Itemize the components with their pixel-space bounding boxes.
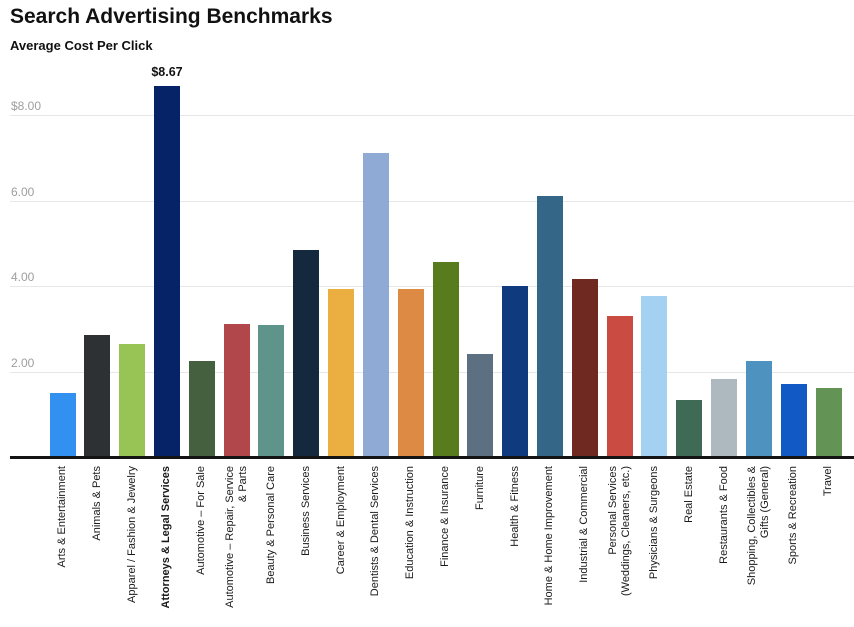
bar-value-label: $8.67 [151, 65, 183, 80]
chart-bar[interactable] [502, 286, 529, 458]
x-axis-label: Shopping, Collectibles & Gifts (General) [746, 466, 772, 621]
x-axis-label-line: & Parts [236, 466, 249, 503]
x-axis-label: Real Estate [683, 466, 696, 621]
x-axis-label: Arts & Entertainment [56, 466, 69, 621]
x-axis-label-line: Education & Instruction [404, 466, 417, 580]
chart-bar[interactable] [780, 383, 807, 458]
x-axis-label-line: Finance & Insurance [439, 466, 452, 567]
gridline [10, 114, 854, 116]
x-axis-label: Apparel / Fashion & Jewelry [126, 466, 139, 621]
chart-bar[interactable] [119, 344, 146, 458]
chart-bar[interactable] [397, 289, 424, 458]
y-axis-tick-label: $8.00 [11, 98, 42, 113]
y-axis-tick-label: 4.00 [11, 270, 35, 285]
x-axis-label-line: Arts & Entertainment [56, 466, 68, 568]
x-axis-label-line: Travel [822, 466, 835, 497]
x-axis-label-line: Personal Services [606, 466, 619, 555]
x-axis-label: Attorneys & Legal Services [160, 466, 173, 621]
x-axis-label-line: Furniture [473, 466, 486, 511]
x-axis-label: Dentists & Dental Services [369, 466, 382, 621]
x-axis-label: Home & Home Improvement [543, 466, 556, 621]
chart-bar[interactable] [362, 152, 389, 458]
x-axis-label: Business Services [300, 466, 313, 621]
x-axis-label: Animals & Pets [91, 466, 104, 621]
x-axis-label-line: Business Services [299, 466, 312, 556]
chart-bar[interactable] [84, 334, 111, 458]
x-axis-label-line: Gifts (General) [758, 466, 771, 539]
x-axis-label: Health & Fitness [509, 466, 522, 621]
x-axis-label-line: (Weddings, Cleaners, etc.) [619, 466, 632, 597]
chart-bar[interactable] [153, 86, 180, 458]
chart-bar[interactable] [606, 316, 633, 458]
chart-bar[interactable] [641, 295, 668, 458]
x-axis-label-line: Career & Employment [334, 466, 347, 575]
x-axis-label-line: Industrial & Commercial [578, 466, 591, 583]
x-axis-label: Education & Instruction [404, 466, 417, 621]
chart-bar[interactable] [258, 325, 285, 458]
chart-bar[interactable] [223, 324, 250, 458]
x-axis-label: Beauty & Personal Care [265, 466, 278, 621]
x-axis-label-line: Dentists & Dental Services [369, 466, 382, 597]
x-axis-label-line: Restaurants & Food [717, 466, 730, 564]
x-axis-label: Automotive – For Sale [195, 466, 208, 621]
y-axis-tick-label: 6.00 [11, 184, 35, 199]
chart-bar[interactable] [745, 360, 772, 458]
x-axis-label: Finance & Insurance [439, 466, 452, 621]
x-axis-label-line: Health & Fitness [508, 466, 521, 547]
chart-bar[interactable] [188, 361, 215, 458]
x-axis-label: Restaurants & Food [718, 466, 731, 621]
chart-bar[interactable] [328, 288, 355, 458]
x-axis-label: Automotive – Repair, Service & Parts [224, 466, 250, 621]
y-axis-tick-label: 2.00 [11, 356, 35, 371]
chart-subtitle: Average Cost Per Click [10, 38, 153, 53]
gridline [10, 286, 854, 288]
x-axis-label-line: Attorneys & Legal Services [160, 466, 173, 609]
x-axis-label: Personal Services (Weddings, Cleaners, et… [607, 466, 633, 621]
chart-title: Search Advertising Benchmarks [10, 5, 333, 28]
chart-bar[interactable] [293, 249, 320, 458]
x-axis-label: Furniture [474, 466, 487, 621]
x-axis-label-line: Apparel / Fashion & Jewelry [125, 466, 138, 603]
x-axis-label-line: Shopping, Collectibles & [745, 466, 758, 586]
x-axis-label: Travel [822, 466, 835, 621]
x-axis-label: Sports & Recreation [787, 466, 800, 621]
x-axis-label: Physicians & Surgeons [648, 466, 661, 621]
x-axis-label-line: Real Estate [682, 466, 695, 523]
x-axis-label-line: Animals & Pets [90, 466, 103, 541]
chart-bar[interactable] [571, 279, 598, 458]
chart-bar[interactable] [536, 195, 563, 458]
x-axis-label: Career & Employment [335, 466, 348, 621]
x-axis-label-line: Sports & Recreation [787, 466, 800, 565]
chart-bar[interactable] [676, 400, 703, 458]
chart-bar[interactable] [711, 378, 738, 458]
chart-bar[interactable] [815, 387, 842, 458]
x-axis-label-line: Home & Home Improvement [543, 466, 556, 606]
x-axis-line [10, 456, 854, 459]
chart-bar[interactable] [49, 393, 76, 458]
x-axis-label-line: Beauty & Personal Care [264, 466, 277, 585]
gridline [10, 372, 854, 374]
chart-bar[interactable] [432, 261, 459, 458]
x-axis-label: Industrial & Commercial [578, 466, 591, 621]
chart-bar[interactable] [467, 354, 494, 458]
x-axis-label-line: Automotive – For Sale [195, 466, 208, 575]
gridline [10, 200, 854, 202]
x-axis-label-line: Automotive – Repair, Service [223, 466, 236, 608]
x-axis-label-line: Physicians & Surgeons [647, 466, 660, 580]
